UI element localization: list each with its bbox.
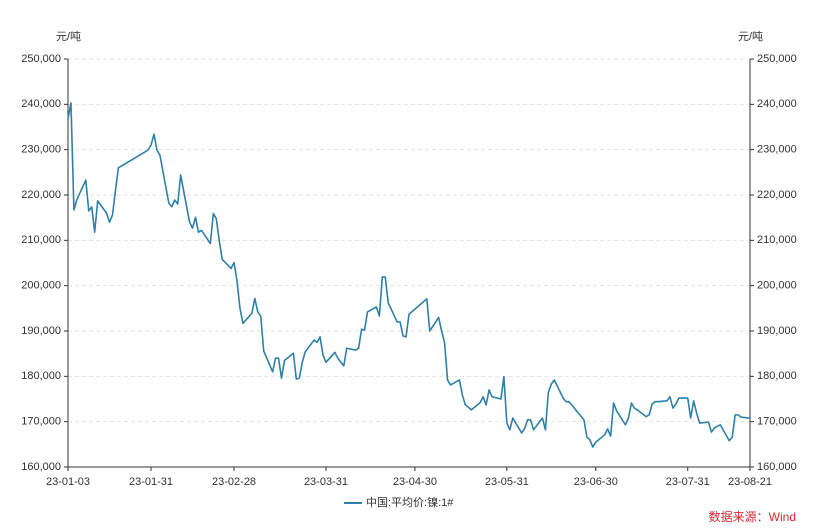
y2-tick-label: 250,000 [757,53,797,65]
y-tick-label: 170,000 [21,416,61,428]
y2-tick-label: 240,000 [757,98,797,110]
y-tick-label: 210,000 [21,234,61,246]
y2-tick-label: 210,000 [757,234,797,246]
x-tick-label: 23-01-31 [129,476,173,488]
legend-label: 中国:平均价:镍:1# [366,495,454,509]
x-tick-label: 23-03-31 [304,476,348,488]
y-unit: 元/吨 [56,30,81,43]
x-tick-label: 23-04-30 [393,476,437,488]
y2-tick-label: 200,000 [757,280,797,292]
x-tick-label: 23-06-30 [574,476,618,488]
y-tick-label: 220,000 [21,189,61,201]
x-tick-label: 23-08-21 [728,476,772,488]
y-tick-label: 180,000 [21,370,61,382]
x-tick-label: 23-07-31 [666,476,710,488]
y2-tick-label: 170,000 [757,416,797,428]
y2-unit: 元/吨 [738,30,763,43]
x-tick-label: 23-05-31 [485,476,529,488]
x-tick-label: 23-01-03 [46,476,90,488]
y-tick-label: 200,000 [21,280,61,292]
x-tick-label: 23-02-28 [212,476,256,488]
y2-tick-label: 180,000 [757,370,797,382]
y2-tick-label: 190,000 [757,325,797,337]
data-line [67,102,751,448]
y2-tick-label: 160,000 [757,461,797,473]
y-tick-label: 190,000 [21,325,61,337]
y-tick-label: 250,000 [21,53,61,65]
y2-tick-label: 220,000 [757,189,797,201]
y-tick-label: 230,000 [21,144,61,156]
source-note: 数据来源：Wind [709,509,796,524]
y-tick-label: 160,000 [21,461,61,473]
y-tick-label: 240,000 [21,98,61,110]
y2-tick-label: 230,000 [757,144,797,156]
